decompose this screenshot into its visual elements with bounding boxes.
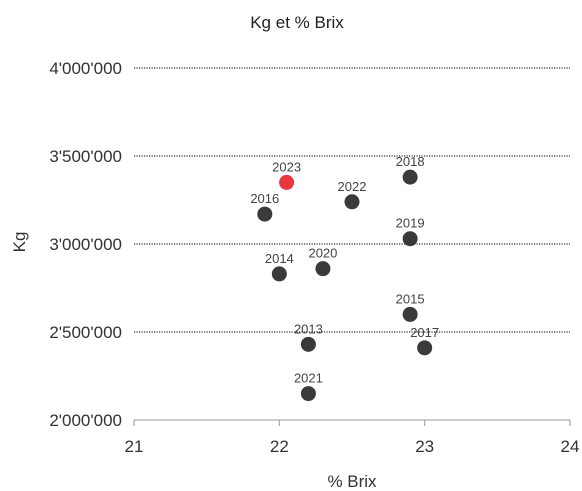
data-label-2023: 2023 — [272, 159, 301, 174]
data-point-2017 — [417, 340, 433, 356]
data-label-2021: 2021 — [294, 371, 323, 386]
data-label-2018: 2018 — [396, 154, 425, 169]
y-axis-label: Kg — [10, 232, 29, 253]
data-point-2016 — [257, 206, 273, 222]
data-label-2015: 2015 — [396, 291, 425, 306]
data-label-2016: 2016 — [250, 191, 279, 206]
y-tick-label: 3'500'000 — [49, 147, 122, 166]
x-tick-label: 21 — [125, 437, 144, 456]
data-label-2013: 2013 — [294, 321, 323, 336]
data-points: 2013 2014 2015 2016 2017 2018 2019 2020 2021 2022… — [250, 154, 439, 402]
x-tick-label: 24 — [561, 437, 580, 456]
data-point-2013 — [300, 336, 316, 352]
data-point-2022 — [344, 194, 360, 210]
x-tick-label: 23 — [415, 437, 434, 456]
data-point-2014 — [271, 266, 287, 282]
y-tick-label: 4'000'000 — [49, 59, 122, 78]
data-point-2018 — [402, 169, 418, 185]
data-point-2019 — [402, 231, 418, 247]
data-label-2014: 2014 — [265, 251, 294, 266]
data-label-2017: 2017 — [410, 325, 439, 340]
x-axis: 21 22 23 24 — [125, 419, 580, 456]
data-point-2023 — [279, 174, 295, 190]
y-tick-label: 2'000'000 — [49, 411, 122, 430]
data-label-2019: 2019 — [396, 216, 425, 231]
y-axis: 2'000'000 2'500'000 3'000'000 3'500'000 4'00… — [49, 59, 122, 430]
data-label-2022: 2022 — [338, 179, 367, 194]
x-tick-label: 22 — [270, 437, 289, 456]
data-point-2020 — [315, 261, 331, 277]
y-tick-label: 3'000'000 — [49, 235, 122, 254]
data-label-2020: 2020 — [308, 246, 337, 261]
y-tick-label: 2'500'000 — [49, 323, 122, 342]
x-axis-label: % Brix — [327, 472, 377, 491]
gridlines — [134, 67, 570, 333]
data-point-2021 — [300, 386, 316, 402]
chart-title: Kg et % Brix — [250, 13, 344, 32]
data-point-2015 — [402, 306, 418, 322]
